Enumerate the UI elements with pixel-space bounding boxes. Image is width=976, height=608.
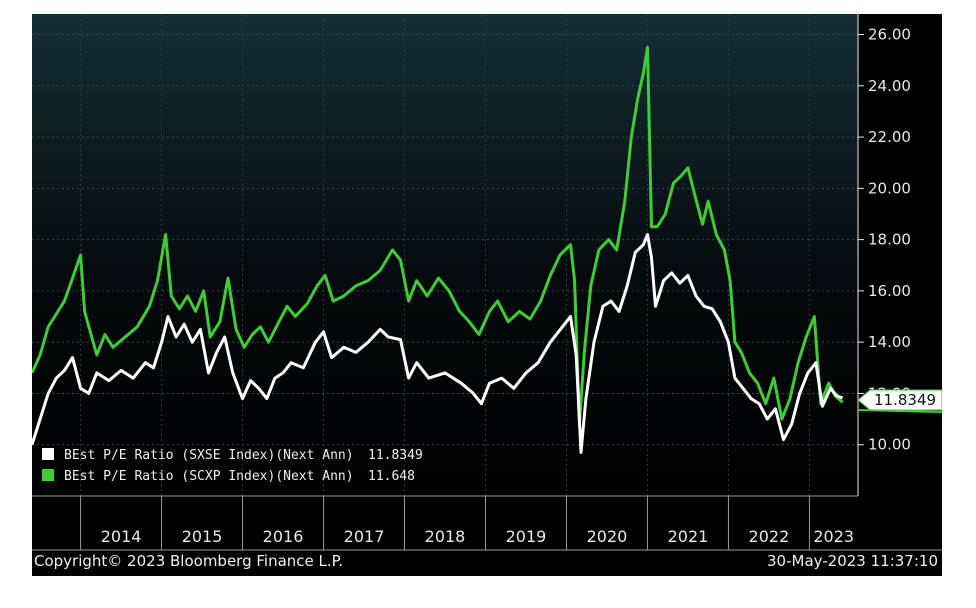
plot-background xyxy=(32,14,858,496)
last-value-tag-box xyxy=(857,389,942,411)
legend-swatch-scxp xyxy=(42,469,54,481)
year-label: 2021 xyxy=(668,527,709,546)
series-line-sxse xyxy=(32,233,844,454)
series-layer xyxy=(32,45,844,454)
y-tick-label: 24.00 xyxy=(868,77,911,95)
series-line-scxp xyxy=(32,45,844,426)
year-label: 2023 xyxy=(813,527,854,546)
year-label: 2022 xyxy=(749,527,790,546)
year-label: 2018 xyxy=(425,527,466,546)
footer-timestamp: 30-May-2023 11:37:10 xyxy=(767,552,938,570)
last-value-label: 11.8349 xyxy=(874,391,936,409)
year-label: 2020 xyxy=(587,527,628,546)
legend-label-sxse: BEst P/E Ratio (SXSE Index)(Next Ann) xyxy=(64,448,354,463)
axis-layer xyxy=(32,14,942,551)
y-tick-label: 18.00 xyxy=(868,231,911,249)
y-tick-label: 14.00 xyxy=(868,333,911,351)
y-tick-label: 22.00 xyxy=(868,128,911,146)
year-label: 2017 xyxy=(344,527,385,546)
legend-value-sxse: 11.8349 xyxy=(368,448,423,463)
last-value-tag: 11.8349 xyxy=(857,389,942,413)
legend-label-scxp: BEst P/E Ratio (SCXP Index)(Next Ann) xyxy=(64,469,354,484)
y-tick-label: 16.00 xyxy=(868,282,911,300)
chart-frame: 26.0024.0022.0020.0018.0016.0014.0012.00… xyxy=(32,14,942,576)
y-tick-label: 10.00 xyxy=(868,436,911,454)
x-axis-years: 2014 2015 2016 2017 2018 2019 2020 2021 2022 2023 xyxy=(101,527,854,546)
y-axis-ticks: 26.0024.0022.0020.0018.0016.0014.0012.00… xyxy=(868,26,911,454)
year-label: 2016 xyxy=(263,527,304,546)
year-label: 2014 xyxy=(101,527,142,546)
y-tick-label: 20.00 xyxy=(868,179,911,197)
grid-layer xyxy=(32,14,858,496)
year-label: 2019 xyxy=(506,527,547,546)
legend-value-scxp: 11.648 xyxy=(368,469,415,484)
chart-svg: 26.0024.0022.0020.0018.0016.0014.0012.00… xyxy=(32,14,942,570)
legend: BEst P/E Ratio (SXSE Index)(Next Ann) 11… xyxy=(42,448,423,484)
last-value-green-marker xyxy=(857,409,942,413)
legend-swatch-sxse xyxy=(42,448,54,460)
y-tick-label: 26.00 xyxy=(868,26,911,44)
year-label: 2015 xyxy=(182,527,223,546)
footer-copyright: Copyright© 2023 Bloomberg Finance L.P. xyxy=(34,552,343,570)
